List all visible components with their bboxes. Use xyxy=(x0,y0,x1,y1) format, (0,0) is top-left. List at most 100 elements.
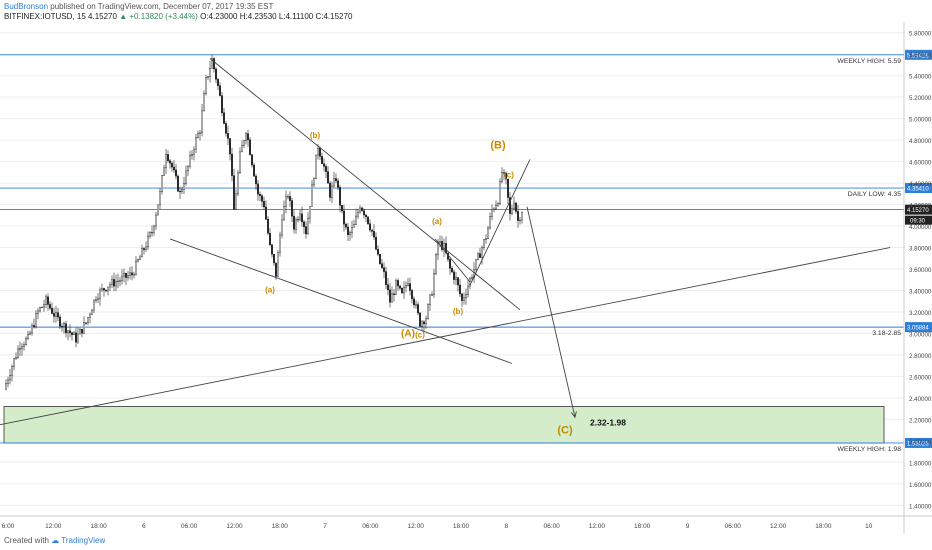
candle-body xyxy=(387,284,390,291)
candle-body xyxy=(184,170,187,184)
price-change: +0.13820 (+3.44%) xyxy=(129,12,198,21)
candle-body xyxy=(126,275,129,278)
candle-body xyxy=(353,224,356,228)
candle-body xyxy=(389,289,392,303)
candle-body xyxy=(325,166,328,172)
candle-body xyxy=(220,95,223,113)
wave-label: (c) xyxy=(504,171,514,180)
y-tick-label: 5.40000 xyxy=(909,74,932,81)
candle-body xyxy=(367,216,370,224)
candle-body xyxy=(283,206,286,221)
candle-body xyxy=(477,253,480,260)
candle-body xyxy=(267,219,270,234)
y-tick-label: 3.00000 xyxy=(909,331,932,338)
candle-body xyxy=(379,254,382,264)
candle-body xyxy=(76,333,79,343)
candle-body xyxy=(90,309,93,315)
candle-body xyxy=(216,79,219,86)
candle-body xyxy=(277,252,280,277)
candle-body xyxy=(365,214,368,218)
candle-body xyxy=(158,191,161,206)
candle-body xyxy=(254,175,257,185)
trendlines xyxy=(0,58,891,426)
footer: Created with ☁ TradingView xyxy=(4,536,105,545)
price-chart[interactable]: WEEKLY HIGH: 5.59 5.59428 DAILY LOW: 4.35 4… xyxy=(0,22,932,534)
candle-body xyxy=(287,196,290,198)
candle-body xyxy=(120,275,123,281)
price-axis[interactable]: 1.40000 1.60000 1.80000 2.00000 2.20000 2.400… xyxy=(909,31,932,511)
candle-body xyxy=(415,304,418,306)
candle-body xyxy=(78,328,81,335)
candle-body xyxy=(257,183,260,195)
level-price-tag xyxy=(905,437,932,448)
candle-body xyxy=(190,154,193,156)
x-tick-label: 7 xyxy=(323,523,327,530)
candle-body xyxy=(6,379,9,384)
candle-body xyxy=(37,310,40,314)
trendline xyxy=(469,159,531,286)
y-tick-label: 5.00000 xyxy=(909,117,932,124)
candle-body xyxy=(435,253,438,274)
candle-body xyxy=(499,181,502,204)
x-tick-label: 18:00 xyxy=(90,523,107,530)
candle-body xyxy=(351,227,354,233)
x-tick-label: 18:00 xyxy=(815,523,832,530)
level-price-tag xyxy=(905,49,932,60)
candle-body xyxy=(425,318,428,325)
candle-body xyxy=(495,204,498,210)
tradingview-link[interactable]: TradingView xyxy=(61,536,106,545)
candle-body xyxy=(152,225,155,233)
chart-header: BudBronson published on TradingView.com,… xyxy=(0,0,932,22)
time-axis[interactable]: 6:00 12:00 18:00 6 06:00 12:00 18:00 7 06:00 12:0… xyxy=(2,523,873,530)
candle-body xyxy=(481,247,484,258)
wave-label: (a) xyxy=(432,217,442,226)
candle-body xyxy=(393,293,396,295)
x-tick-label: 12:00 xyxy=(770,523,787,530)
candle-body xyxy=(118,280,121,282)
candle-body xyxy=(156,204,159,216)
candle-body xyxy=(98,289,101,300)
candle-body xyxy=(162,167,165,176)
candle-body xyxy=(385,271,388,285)
candle-body xyxy=(355,215,358,225)
y-tick-label: 3.60000 xyxy=(909,267,932,274)
trendline xyxy=(169,238,513,364)
candle-body xyxy=(453,271,456,280)
candle-body xyxy=(349,232,352,236)
candle-body xyxy=(335,178,338,182)
candle-body xyxy=(465,294,468,299)
candle-body xyxy=(479,253,482,258)
candle-body xyxy=(130,272,133,276)
wave-label: (B) xyxy=(490,140,506,152)
candle-body xyxy=(170,162,173,168)
candle-body xyxy=(399,285,402,289)
candle-body xyxy=(140,248,143,258)
candle-body xyxy=(144,246,147,250)
candle-body xyxy=(423,321,426,325)
candle-body xyxy=(14,357,17,359)
candle-body xyxy=(242,140,245,146)
candle-body xyxy=(383,267,386,272)
wave-label: (A) xyxy=(401,329,415,340)
author-link[interactable]: BudBronson xyxy=(4,2,49,11)
candle-body xyxy=(491,209,494,217)
x-tick-label: 06:00 xyxy=(725,523,742,530)
candle-body xyxy=(64,323,67,334)
published-text: published on TradingView.com, December 0… xyxy=(50,2,274,11)
candle-body xyxy=(31,325,34,334)
level-price-tag-text: 1.98028 xyxy=(907,441,929,447)
y-tick-label: 5.60000 xyxy=(909,52,932,59)
candle-body xyxy=(70,332,73,336)
candle-body xyxy=(23,344,26,347)
trendline xyxy=(434,238,471,283)
x-tick-label: 10 xyxy=(865,523,873,530)
candle-body xyxy=(483,239,486,249)
candle-body xyxy=(108,284,111,288)
trendline xyxy=(0,247,891,426)
y-tick-label: 1.40000 xyxy=(909,503,932,510)
candle-body xyxy=(84,322,87,324)
trendline xyxy=(209,58,521,311)
candle-body xyxy=(110,279,113,285)
candle-body xyxy=(248,139,251,156)
candle-body xyxy=(265,206,268,220)
